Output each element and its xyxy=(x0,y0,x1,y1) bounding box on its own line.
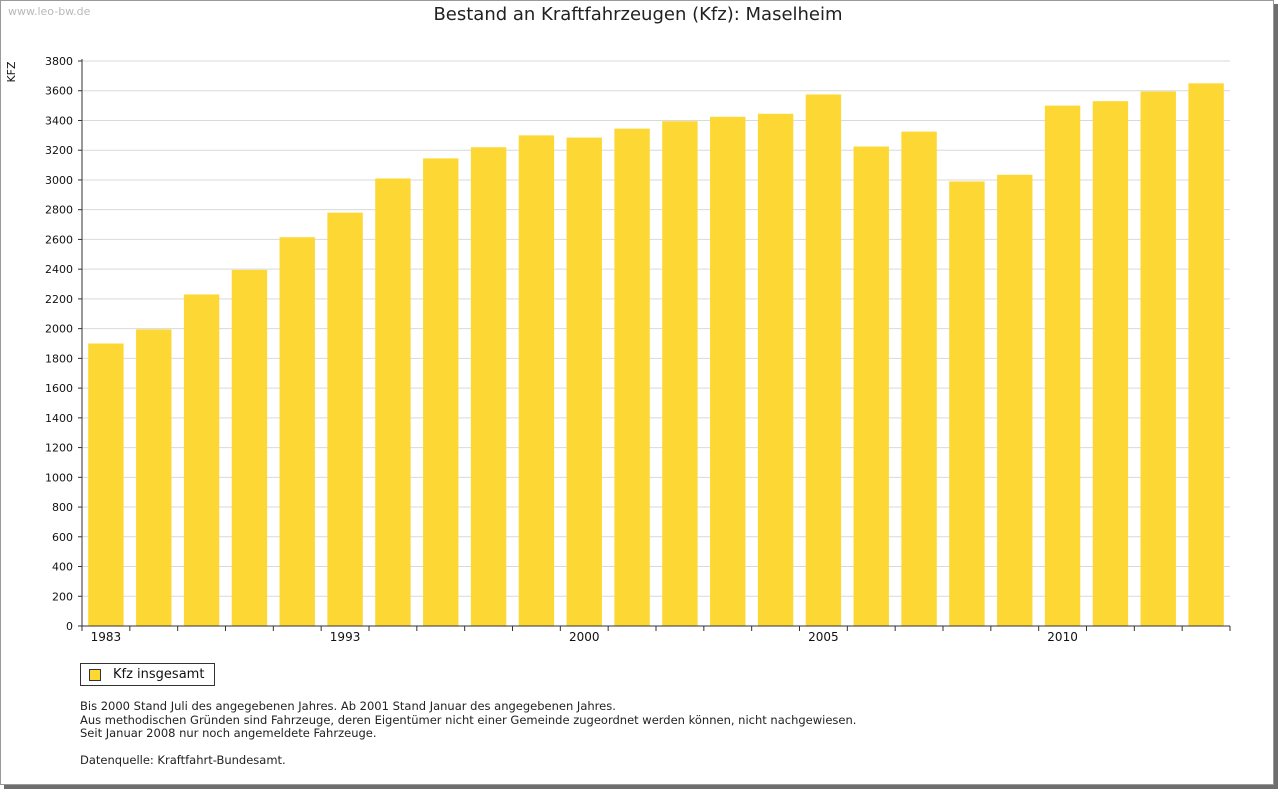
bar xyxy=(710,116,746,626)
x-tick-label: 1983 xyxy=(91,630,122,644)
y-tick-label: 3200 xyxy=(45,144,73,157)
y-tick-label: 1800 xyxy=(45,352,73,365)
footnote-line: Aus methodischen Gründen sind Fahrzeuge,… xyxy=(80,712,857,727)
bar xyxy=(518,135,555,626)
y-tick-label: 2000 xyxy=(45,323,73,336)
bar xyxy=(614,128,650,627)
bar xyxy=(757,113,794,626)
bar xyxy=(231,269,268,626)
bar xyxy=(949,181,985,626)
bar-chart: 0 200 400 600 800 1000 1200 1400 1600 1800 2000 220… xyxy=(5,55,1231,644)
x-tick-label: 2005 xyxy=(808,630,839,644)
y-tick-label: 2800 xyxy=(45,204,73,217)
bar xyxy=(279,237,315,626)
bar xyxy=(423,158,459,626)
y-tick-label: 0 xyxy=(66,620,73,633)
y-tick-label: 2600 xyxy=(45,233,73,246)
bar xyxy=(853,146,889,627)
y-tick-label: 1200 xyxy=(45,442,73,455)
footnote-line: Bis 2000 Stand Juli des angegebenen Jahr… xyxy=(80,699,616,713)
y-axis-label: KFZ xyxy=(5,61,18,83)
y-tick-label: 800 xyxy=(52,501,73,514)
bar xyxy=(662,121,698,626)
bar xyxy=(327,212,363,626)
bar xyxy=(375,178,411,627)
data-source: Datenquelle: Kraftfahrt-Bundesamt. xyxy=(80,753,286,767)
x-tick-label: 2000 xyxy=(569,630,600,644)
bar xyxy=(566,137,602,626)
y-tick-label: 3600 xyxy=(45,85,73,98)
chart-title: Bestand an Kraftfahrzeugen (Kfz): Maselh… xyxy=(433,4,843,25)
y-tick-label: 3800 xyxy=(45,55,73,68)
y-tick-label: 3000 xyxy=(45,174,73,187)
bar xyxy=(901,131,937,626)
bar xyxy=(88,343,124,626)
bar xyxy=(1044,105,1081,626)
footnotes: Bis 2000 Stand Juli des angegebenen Jahr… xyxy=(80,699,857,741)
bar xyxy=(997,174,1033,627)
bar xyxy=(1092,101,1129,627)
y-tick-label: 600 xyxy=(52,531,73,544)
watermark: www.leo-bw.de xyxy=(8,5,91,18)
legend-label: Kfz insgesamt xyxy=(113,667,205,682)
bar xyxy=(805,94,842,626)
y-tick-label: 3400 xyxy=(45,114,73,127)
x-tick-label: 2010 xyxy=(1047,630,1078,644)
y-tick-label: 200 xyxy=(52,590,73,603)
y-tick-label: 2400 xyxy=(45,263,73,276)
bar xyxy=(136,329,172,626)
y-tick-label: 1600 xyxy=(45,382,73,395)
y-tick-label: 1000 xyxy=(45,471,73,484)
legend: Kfz insgesamt xyxy=(80,663,216,686)
bar xyxy=(183,294,220,626)
y-tick-label: 1400 xyxy=(45,412,73,425)
legend-swatch xyxy=(89,668,101,681)
footnote-line: Seit Januar 2008 nur noch angemeldete Fa… xyxy=(80,726,377,740)
y-tick-label: 2200 xyxy=(45,293,73,306)
bar xyxy=(470,147,507,626)
bar xyxy=(1140,91,1176,626)
x-tick-label: 1993 xyxy=(330,630,361,644)
y-tick-label: 400 xyxy=(52,561,73,574)
bar xyxy=(1188,83,1224,627)
